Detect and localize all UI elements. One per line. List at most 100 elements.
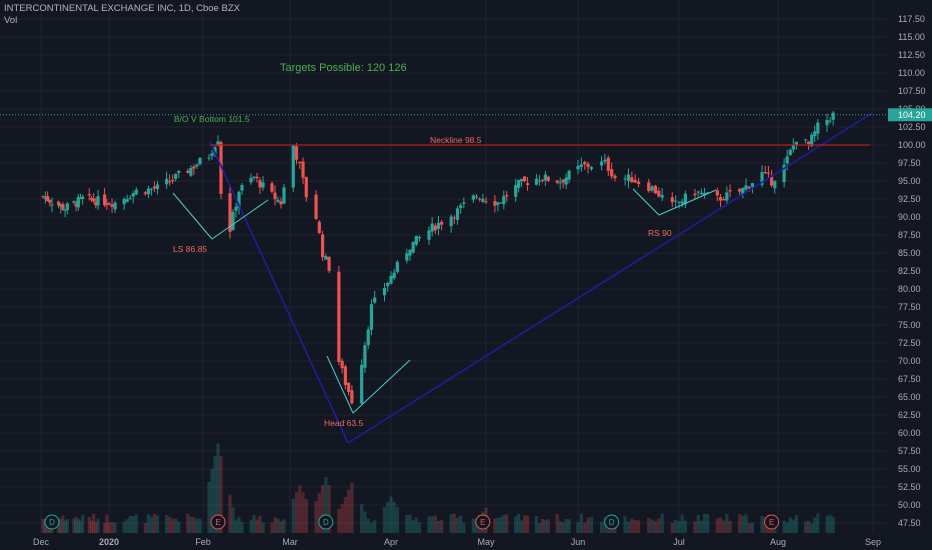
candle-body [314,194,318,219]
volume-bar [794,515,798,533]
volume-bar [499,516,503,533]
event-marker-label: E [480,518,485,527]
candle-body [92,198,96,202]
candle-body [366,329,370,346]
price-tick-label: 70.00 [898,356,921,366]
candle-body [231,212,235,231]
volume-bar [674,519,678,533]
event-marker-label: D [323,518,329,527]
volume-bar [210,469,214,533]
volume-bar [165,515,169,533]
volume-bar [722,520,726,533]
candle-body [610,169,614,177]
volume-bar [152,513,157,533]
volume-bar [113,522,117,533]
candle-body [165,178,169,185]
candle-body [78,196,83,198]
candle-body [61,204,65,210]
trendline-right [347,112,873,444]
candle-body [234,206,238,211]
candle-body [738,188,742,192]
candle-body [48,199,52,203]
candle-body [63,209,67,211]
volume-bar [405,514,409,533]
left-shoulder-v-left [172,192,213,240]
candle-body [389,275,393,284]
time-tick-label: Mar [282,537,298,547]
candle-body [650,186,654,191]
candle-body [324,255,328,260]
candle-body [298,161,302,164]
candle-body [219,142,223,194]
volume-bar [750,522,755,533]
price-tick-label: 55.00 [898,464,921,474]
volume-bar [92,513,96,533]
candle-body [149,188,154,190]
event-marker-label: E [769,518,774,527]
candle-body [125,199,129,202]
candle-body [411,241,415,253]
candle-body [195,164,199,167]
candle-body [340,360,344,369]
candle-body [706,192,710,194]
volume-bar [558,521,562,533]
time-tick-label: Apr [384,537,398,547]
price-tick-label: 67.50 [898,374,921,384]
volume-bar [576,522,580,533]
volume-bar [276,518,280,533]
volume-bar [373,520,377,533]
price-tick-label: 52.50 [898,482,921,492]
candle-body [505,195,509,197]
volume-bar [143,522,147,533]
candle-body [564,177,568,185]
candle-body [760,172,764,185]
candle-body [436,222,441,229]
volume-bar [340,504,344,533]
candle-body [810,134,814,147]
volume-bar [747,523,751,533]
candle-body [825,120,829,126]
left-shoulder-v-right [211,199,269,240]
volume-bar [219,456,223,533]
volume-bar [657,518,661,533]
volume-bar [502,514,506,533]
candle-body [741,187,745,195]
candle-body [207,157,211,159]
volume-bar [94,522,98,533]
candle-body [143,192,147,194]
volume-bar [189,516,193,533]
volume-bar [452,513,456,533]
volume-bar [791,519,795,533]
candle-body [59,204,63,207]
candle-body [282,187,286,204]
volume-bar [382,507,387,533]
time-tick-label: Jul [673,537,685,547]
candle-body [210,153,214,157]
volume-bar [706,514,710,533]
candle-body [683,193,687,205]
volume-bar [555,513,559,533]
candle-body [45,196,50,201]
volume-bar [828,514,832,533]
price-tick-label: 115.00 [898,32,925,42]
candle-body [493,201,497,206]
candle-body [633,179,637,183]
candle-body [613,175,617,179]
candle-body [481,198,485,202]
time-axis[interactable]: Dec 2020 Feb Mar Apr May Jun Jul Aug Sep [33,537,881,547]
price-axis[interactable]: 117.50115.00112.50110.00107.50105.00102.… [898,14,926,528]
candle-body [623,178,627,180]
candle-body [258,180,262,188]
volume-bar [493,518,497,533]
volume-bar [301,492,305,533]
candle-body [317,221,321,234]
candle-body [327,256,331,271]
candle-body [744,185,748,190]
candle-body [674,200,678,202]
volume-bar [107,522,111,533]
volume-bar [782,520,786,533]
volume-bar [417,522,422,533]
candle-body [430,223,434,232]
candle-body [693,193,697,196]
